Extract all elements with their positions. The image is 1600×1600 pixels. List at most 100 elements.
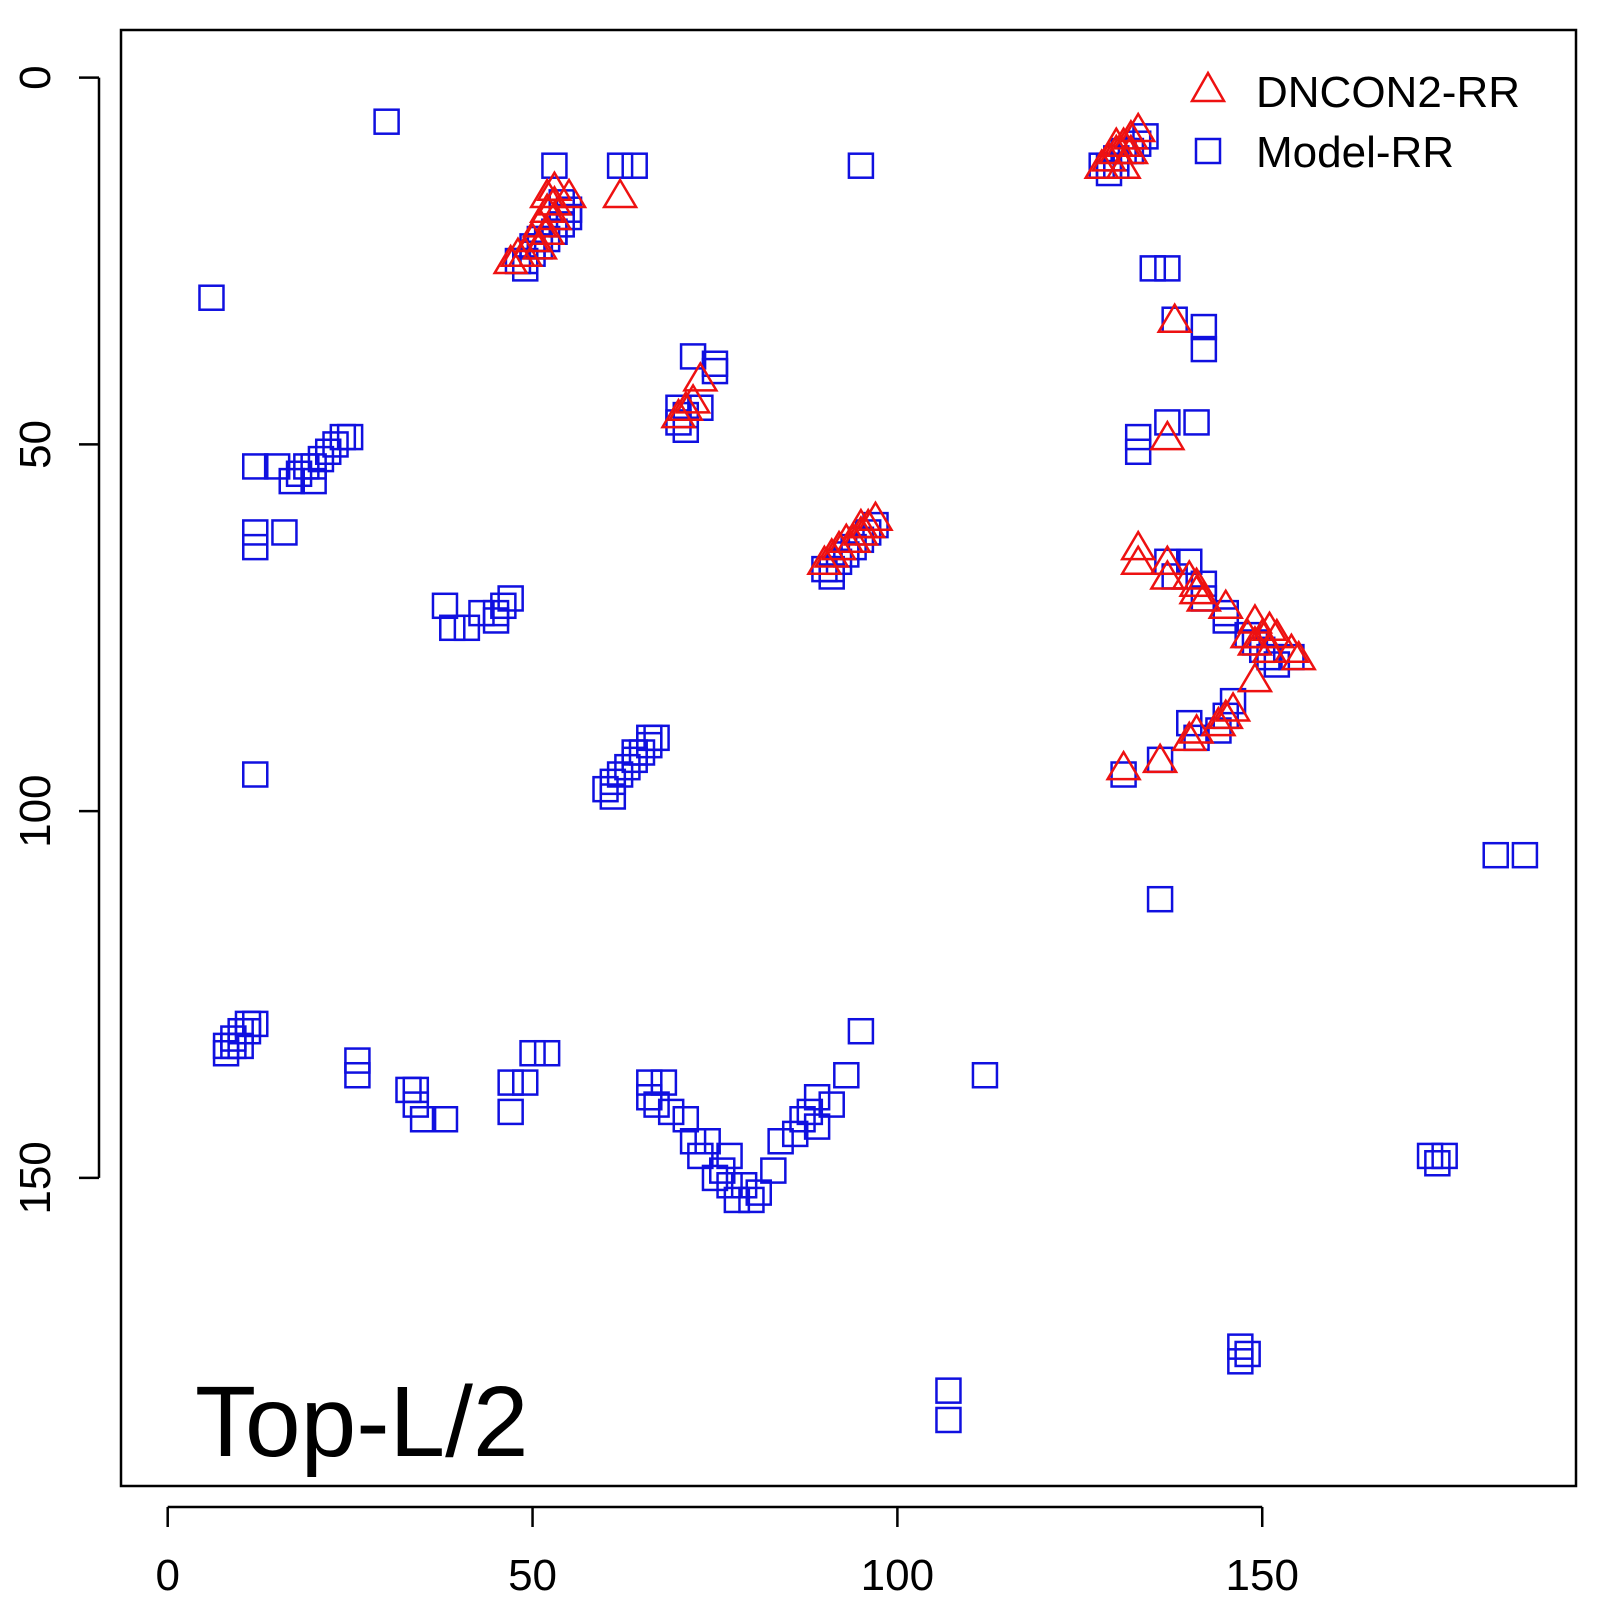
model-rr-point (1183, 409, 1210, 436)
model-rr-point (220, 1025, 247, 1052)
model-rr-point (650, 1069, 678, 1096)
model-rr-point (409, 1105, 437, 1133)
dncon2-rr-point (1105, 749, 1142, 781)
dncon2-rr-point (1149, 544, 1186, 576)
model-rr-point (431, 1105, 459, 1133)
dncon2-rr-point (1207, 588, 1244, 620)
model-rr-point (242, 453, 269, 480)
model-rr-point (307, 445, 335, 473)
model-rr-point (541, 152, 568, 179)
x-axis: 0 50 100 150 (155, 1505, 1299, 1600)
model-rr-point (227, 1032, 254, 1060)
model-rr-point (701, 357, 729, 385)
model-rr-point (818, 1091, 845, 1118)
model-rr-point (300, 453, 327, 480)
model-rr-point (453, 614, 481, 642)
model-rr-point (643, 724, 670, 752)
dncon2-rr-point (499, 236, 537, 267)
model-rr-point (672, 416, 700, 444)
dncon2-rr-point (1112, 133, 1150, 165)
dncon2-rr-point (528, 177, 566, 209)
model-rr-point (344, 1047, 371, 1074)
dncon2-rr-point (857, 500, 894, 532)
model-rr-point (614, 753, 641, 781)
model-rr-point (242, 533, 269, 561)
model-rr-point (336, 423, 364, 451)
model-rr-point (643, 1091, 670, 1118)
model-rr-point (599, 768, 627, 796)
model-rr-point (833, 1061, 860, 1089)
dncon2-rr-point (1251, 632, 1288, 664)
model-rr-point (679, 1128, 707, 1155)
dncon2-rr-point (1214, 691, 1252, 722)
dncon2-rr-point (1178, 713, 1215, 744)
model-rr-point (803, 1113, 831, 1140)
model-rr-point (606, 761, 634, 788)
model-rr-point (497, 585, 524, 612)
model-rr-point (1263, 651, 1291, 678)
model-rr-point (212, 1032, 240, 1060)
dncon2-rr-point (1273, 632, 1310, 664)
model-rr-point (599, 783, 627, 810)
model-rr-point (935, 1406, 962, 1434)
annotation-top-l-2: Top-L/2 (195, 1366, 529, 1478)
dncon2-rr-point (1185, 581, 1223, 612)
model-rr-point (1124, 423, 1152, 451)
model-rr-point (789, 1105, 816, 1133)
model-rr-point (220, 1032, 247, 1060)
model-rr-point (803, 1083, 831, 1111)
model-rr-point (234, 1010, 262, 1038)
model-rr-point (716, 1172, 743, 1199)
model-rr-point (636, 724, 663, 752)
model-rr-point (519, 1039, 546, 1067)
model-rr-point (1190, 335, 1218, 363)
model-rr-point (935, 1377, 962, 1404)
model-rr-point (1431, 1142, 1458, 1170)
model-rr-point (322, 431, 349, 458)
model-rr-point (300, 467, 327, 495)
model-rr-point (344, 1061, 371, 1089)
model-rr-point (212, 1039, 240, 1067)
model-rr-point (402, 1091, 430, 1118)
dncon2-rr-point (1083, 148, 1120, 179)
model-rr-point (1227, 1348, 1254, 1375)
model-rr-point (242, 761, 269, 788)
y-tick-label: 0 (11, 65, 60, 89)
dncon2-rr-point (842, 514, 880, 546)
dncon2-rr-point (1200, 705, 1237, 737)
dncon2-rr-point (682, 360, 719, 392)
model-rr-point (636, 731, 663, 759)
dncon2-rr-point (1119, 544, 1157, 576)
y-tick-label: 150 (11, 1141, 60, 1214)
model-rr-point (621, 746, 648, 774)
model-rr-point (1154, 409, 1181, 436)
model-rr-point (497, 1069, 524, 1096)
model-rr-point (278, 467, 305, 495)
model-rr-point (533, 1039, 561, 1067)
model-rr-point (723, 1186, 751, 1214)
dncon2-rr-point (813, 537, 850, 568)
legend-label-model-rr: Model-RR (1256, 128, 1454, 177)
model-rr-point (730, 1172, 758, 1199)
model-rr-point (716, 1142, 743, 1170)
model-rr-point (709, 1157, 736, 1184)
model-rr-point (482, 599, 510, 627)
model-rr-point (621, 152, 648, 179)
model-rr-point (468, 599, 495, 627)
model-rr-point (1212, 607, 1239, 634)
model-rr-point (592, 775, 619, 803)
model-rr-point (818, 563, 845, 590)
model-rr-point (373, 108, 400, 135)
dncon2-rr-point (492, 243, 529, 275)
model-rr-point (1234, 1340, 1261, 1368)
model-rr-point (657, 1098, 685, 1126)
model-rr-point (628, 739, 656, 766)
dncon2-rr-point (1119, 529, 1157, 561)
model-rr-point (636, 1069, 663, 1096)
model-rr-point (1139, 255, 1167, 282)
legend: DNCON2-RR Model-RR (1189, 68, 1520, 177)
model-rr-point (1227, 1333, 1254, 1360)
model-rr-point (1146, 885, 1174, 913)
legend-triangle-marker (1189, 70, 1227, 103)
data-points (198, 108, 1539, 1434)
